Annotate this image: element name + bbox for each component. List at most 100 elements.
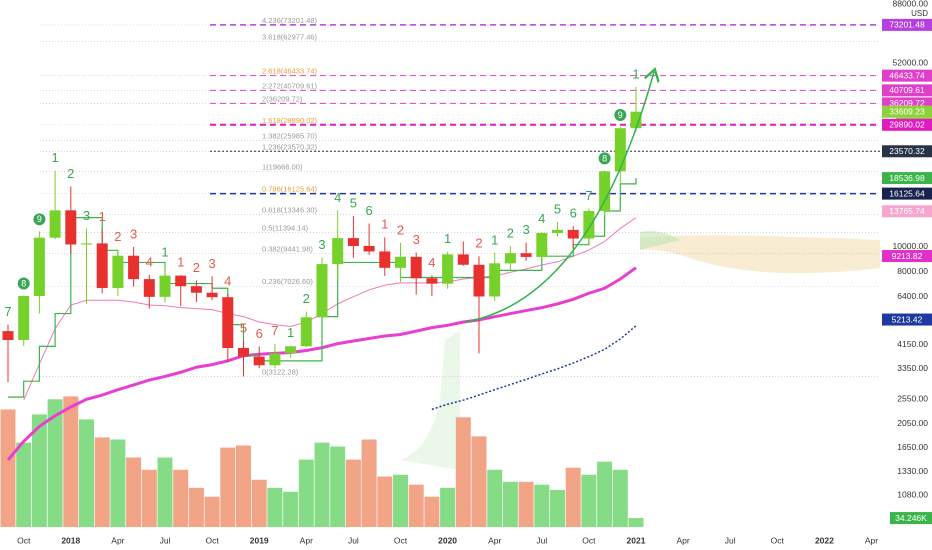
candle-body xyxy=(332,238,344,265)
fib-layer: 4.236(73201.48) 3.618(62977.46) 2.618(4643… xyxy=(40,16,880,378)
y-tick-label: 1330.00 xyxy=(897,466,928,476)
candle-body xyxy=(567,229,579,239)
y-tick-label: 8000.00 xyxy=(897,266,928,276)
volume-bar xyxy=(110,439,126,527)
setup-count: 2 xyxy=(303,291,310,306)
x-tick-label: Apr xyxy=(111,535,124,545)
candle-body xyxy=(269,353,281,366)
setup-count: 8 xyxy=(602,153,607,163)
volume-tag-label: 34.246K xyxy=(895,513,927,523)
volume-bar xyxy=(94,437,110,527)
setup-count: 1 xyxy=(177,255,184,270)
candle-body xyxy=(128,255,140,280)
volume-bar xyxy=(204,496,220,527)
volume-bar xyxy=(173,469,189,527)
candle-body xyxy=(96,243,108,288)
candle-body xyxy=(552,229,563,233)
y-tick-label: 3350.00 xyxy=(897,363,928,373)
x-tick-label: Oct xyxy=(582,535,596,545)
candle-body xyxy=(159,275,171,297)
price-tag-label: 33609.23 xyxy=(889,106,925,116)
setup-badge xyxy=(33,213,46,226)
price-tag-label: 18536.98 xyxy=(889,173,925,183)
fib-label: 0.786(16125.64) xyxy=(262,185,318,194)
candle-body xyxy=(316,264,328,318)
candle-body xyxy=(520,253,532,257)
volume-bar xyxy=(251,479,267,527)
candle-body xyxy=(33,237,45,296)
volume-bar xyxy=(79,419,94,527)
volume-bar xyxy=(47,399,63,527)
volume-bar xyxy=(502,481,518,527)
y-tick-label: 6400.00 xyxy=(897,291,928,301)
x-tick-label: Jul xyxy=(348,535,359,545)
volume-bar xyxy=(377,476,393,527)
setup-count: 1 xyxy=(51,150,58,165)
candle-body xyxy=(504,253,516,264)
price-tag-label: 29890.02 xyxy=(889,120,925,130)
candle-body xyxy=(18,295,30,340)
setup-badge xyxy=(614,109,627,122)
price-tag-label: 16125.64 xyxy=(889,188,925,198)
volume-bar xyxy=(236,445,251,527)
candle-body xyxy=(190,286,202,293)
candle-body xyxy=(630,111,642,129)
currency-label: USD xyxy=(911,9,928,18)
volume-bar xyxy=(393,474,408,527)
volume-bar xyxy=(314,442,330,527)
volume-bar xyxy=(16,442,32,527)
trend-arrow xyxy=(464,72,654,323)
price-tag-label: 13765.74 xyxy=(889,206,925,216)
volume-bar xyxy=(31,414,47,527)
candle-body xyxy=(81,243,92,245)
candle-body xyxy=(65,210,77,245)
price-tag xyxy=(882,84,932,97)
volume-bar xyxy=(440,487,456,527)
x-tick-label: Apr xyxy=(488,535,501,545)
cloud xyxy=(400,330,460,470)
x-tick-label: Apr xyxy=(865,535,878,545)
price-tag xyxy=(882,145,932,158)
candle-body xyxy=(300,317,312,347)
candle-body xyxy=(2,331,14,340)
fib-label: 1(19666.00) xyxy=(262,162,303,171)
price-tag-label: 23570.32 xyxy=(889,146,925,156)
x-tick-label: Apr xyxy=(676,535,689,545)
setup-count: 1 xyxy=(287,325,294,340)
price-tag xyxy=(882,250,932,263)
setup-count: 6 xyxy=(256,326,263,341)
fib-label: 2(36209.72) xyxy=(262,94,303,103)
y-tick-label: 10000.00 xyxy=(893,241,929,251)
fib-label: 1.382(25985.70) xyxy=(262,131,318,140)
candle-body xyxy=(347,238,359,247)
price-tag xyxy=(882,205,932,218)
fib-label: 0.382(9441.98) xyxy=(262,244,313,253)
candle-body xyxy=(143,279,155,297)
volume-bar xyxy=(298,459,314,527)
candle-body xyxy=(285,346,297,354)
x-tick-label: Jul xyxy=(160,535,171,545)
volume-bar xyxy=(63,396,79,527)
setup-count: 2 xyxy=(193,260,200,275)
setup-count: 5 xyxy=(350,195,357,210)
volume-bar xyxy=(188,487,204,527)
price-tag-label: 36209.72 xyxy=(889,98,925,108)
price-tags: 73201.48 46433.74 40709.61 36209.7233609.23… xyxy=(882,18,932,525)
y-tick-label: 52000.00 xyxy=(893,57,929,67)
volume-bar xyxy=(487,469,503,527)
volume-bar xyxy=(0,409,16,527)
candle-body xyxy=(410,256,422,279)
candle-body xyxy=(457,254,469,265)
fib-label: 0(3122.28) xyxy=(262,368,299,377)
candle-body xyxy=(442,254,454,284)
candle-body xyxy=(222,297,234,348)
fib-label: 0.5(11394.14) xyxy=(262,223,309,232)
x-tick-label: Jul xyxy=(725,535,736,545)
setup-count: 3 xyxy=(318,237,325,252)
y-tick-label: 2050.00 xyxy=(897,418,928,428)
price-tag xyxy=(882,313,932,326)
fib-label: 0.618(13346.30) xyxy=(262,206,318,215)
indicator-line xyxy=(431,325,637,411)
volume-bar xyxy=(157,457,173,527)
candle-body xyxy=(426,278,438,284)
